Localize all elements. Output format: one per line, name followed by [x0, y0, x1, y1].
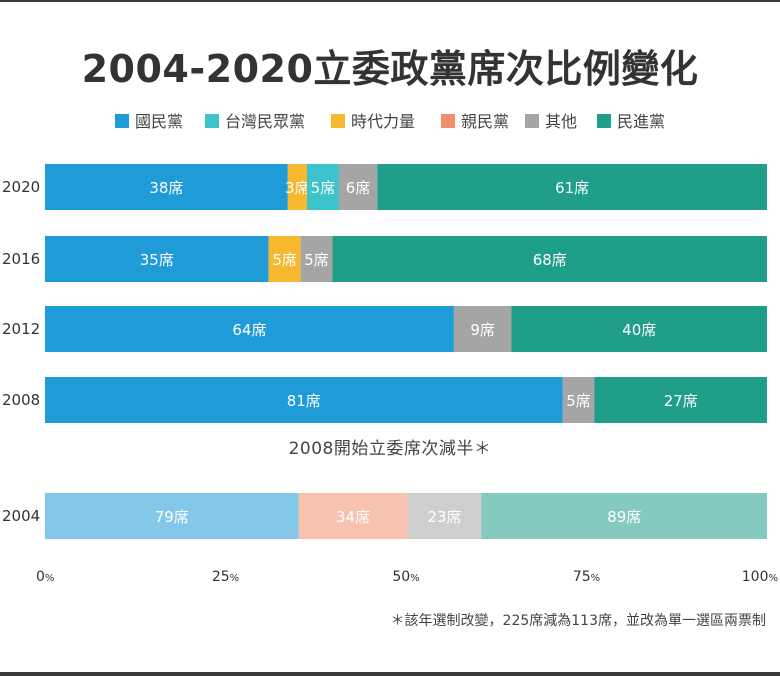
chart-title: 2004-2020立委政黨席次比例變化	[81, 47, 699, 91]
year-label: 2016	[2, 250, 40, 268]
bar-segment	[481, 493, 767, 539]
bar-value-label: 38席	[149, 179, 183, 197]
year-label: 2008	[2, 391, 40, 409]
x-tick-label: 0%	[36, 569, 54, 585]
bar-value-label: 79席	[155, 508, 189, 526]
x-tick-label: 50%	[392, 569, 419, 585]
bar-segment	[287, 164, 307, 210]
bar-value-label: 40席	[622, 321, 656, 339]
bar-segment	[562, 377, 595, 423]
bar-value-label: 34席	[336, 508, 370, 526]
legend-label: 親民黨	[461, 112, 509, 131]
bar-segment	[45, 493, 299, 539]
year-label: 2020	[2, 178, 40, 196]
bar-segment	[45, 377, 563, 423]
bar-row-2012: 2012 64席 9席 40席	[2, 306, 767, 352]
bar-segment	[594, 377, 767, 423]
legend-label: 民進黨	[617, 112, 665, 131]
bar-value-label: 5席	[311, 179, 336, 197]
bar-segment	[45, 164, 288, 210]
bar-row-2020: 2020 38席 3席 5席 6席 61席	[2, 164, 767, 210]
bar-value-label: 27席	[664, 392, 698, 410]
bar-row-2004: 2004 79席 34席 23席 89席	[2, 493, 767, 539]
legend-swatch	[205, 114, 219, 128]
bar-value-label: 9席	[470, 321, 495, 339]
top-border	[0, 0, 780, 2]
bar-value-label: 5席	[272, 251, 297, 269]
legend-item: 親民黨	[441, 112, 509, 131]
bar-value-label: 3席	[285, 179, 310, 197]
bar-value-label: 6席	[346, 179, 371, 197]
bar-segment	[332, 236, 767, 282]
bar-value-label: 61席	[555, 179, 589, 197]
legend-label: 台灣民眾黨	[225, 112, 305, 131]
bar-value-label: 89席	[607, 508, 641, 526]
bar-value-label: 81席	[287, 392, 321, 410]
seat-halving-note: 2008開始立委席次減半＊	[289, 439, 492, 459]
legend-label: 其他	[545, 112, 577, 131]
year-label: 2004	[2, 507, 40, 525]
bar-segment	[300, 236, 333, 282]
legend-swatch	[525, 114, 539, 128]
bar-row-2016: 2016 35席 5席 5席 68席	[2, 236, 767, 282]
footnote: ＊該年選制改變，225席減為113席，並改為單一選區兩票制	[391, 612, 766, 629]
bar-segment	[407, 493, 482, 539]
bar-value-label: 5席	[566, 392, 591, 410]
bar-value-label: 23席	[427, 508, 461, 526]
legend-item: 其他	[525, 112, 577, 131]
x-tick-label: 25%	[212, 569, 239, 585]
bar-segment	[298, 493, 408, 539]
legend-item: 台灣民眾黨	[205, 112, 305, 131]
bar-segment	[453, 306, 512, 352]
legend-item: 民進黨	[597, 112, 665, 131]
legend-swatch	[115, 114, 129, 128]
bar-segment	[45, 306, 454, 352]
legend-swatch	[597, 114, 611, 128]
legend-label: 時代力量	[351, 112, 415, 131]
bar-segment	[268, 236, 301, 282]
bar-value-label: 64席	[232, 321, 266, 339]
x-tick-label: 75%	[573, 569, 600, 585]
bar-row-2008: 2008 81席 5席 27席	[2, 377, 767, 423]
bottom-border	[0, 672, 780, 676]
bar-segment	[338, 164, 378, 210]
legend-label: 國民黨	[135, 112, 183, 131]
bar-value-label: 68席	[533, 251, 567, 269]
bar-segment	[306, 164, 339, 210]
legend-item: 國民黨	[115, 112, 183, 131]
year-label: 2012	[2, 320, 40, 338]
bar-segment	[45, 236, 269, 282]
bar-segment	[377, 164, 767, 210]
legend-item: 時代力量	[331, 112, 415, 131]
bar-value-label: 35席	[140, 251, 174, 269]
bar-segment	[511, 306, 767, 352]
bar-value-label: 5席	[304, 251, 329, 269]
legend-swatch	[441, 114, 455, 128]
x-tick-label: 100%	[742, 569, 778, 585]
legend-swatch	[331, 114, 345, 128]
